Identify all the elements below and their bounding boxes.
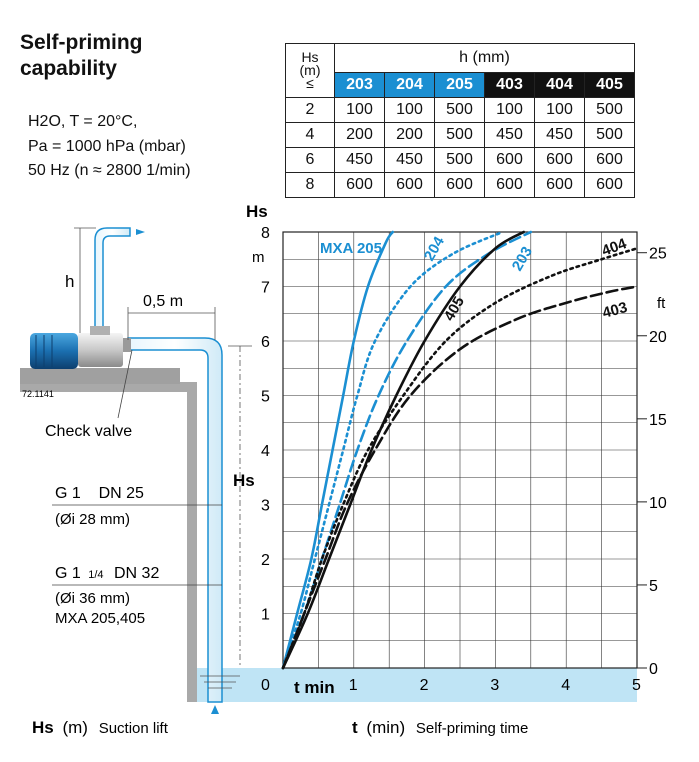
series-line-404 (281, 247, 639, 670)
discharge-arrow-icon (136, 229, 145, 235)
table-cell: 100 (334, 97, 385, 123)
pipe-spec-2: G 1 1/4 DN 32 (55, 565, 159, 582)
series-line-mxa-205 (281, 230, 395, 670)
series-label: 403 (601, 299, 630, 322)
condition-pressure: Pa = 1000 hPa (mbar) (28, 138, 186, 155)
pipe-spec-2-diameter: (Øi 36 mm) (55, 590, 130, 607)
drawing-code: 72.1141 (22, 389, 54, 399)
y-tick-label: 6 (261, 334, 270, 351)
table-cell: 200 (384, 122, 435, 148)
table-row: 6 450 450 500 600 600 600 (285, 147, 635, 173)
pump-icon (30, 326, 131, 369)
discharge-pipe (94, 227, 131, 336)
ft-tick-label: 5 (649, 578, 658, 595)
x-axis-label: t min (294, 678, 335, 697)
table-row: 2 100 100 500 100 100 500 (285, 97, 635, 123)
water-surface (197, 668, 637, 702)
x-tick-label: 0 (261, 677, 270, 694)
y-tick-label: 8 (261, 225, 270, 242)
y-tick-label: 3 (261, 498, 270, 515)
page-title: Self-priming capability (20, 30, 143, 82)
ft-tick-label: 20 (649, 329, 667, 346)
table-cell: 600 (534, 147, 585, 173)
condition-frequency: 50 Hz (n ≈ 2800 1/min) (28, 162, 191, 179)
table-cell: 600 (484, 147, 535, 173)
priming-table: Hs (m) ≤ h (mm) 203 204 205 403 404 405 … (285, 43, 635, 198)
table-row: 4 200 200 500 450 450 500 (285, 122, 635, 148)
ft-tick-label: 15 (649, 412, 667, 429)
pump-platform (20, 368, 180, 384)
h-label: h (65, 272, 74, 291)
table-cell: 100 (484, 97, 535, 123)
series-line-405 (281, 230, 526, 670)
table-cell: 600 (384, 172, 435, 198)
y-tick-label: 2 (261, 552, 270, 569)
series-label: MXA 205 (320, 240, 382, 257)
y-tick-label: 7 (261, 280, 270, 297)
model-404: 404 (534, 72, 585, 98)
x-tick-label: 4 (561, 677, 570, 694)
ft-tick-label: 0 (649, 661, 658, 678)
table-cell: 600 (584, 147, 635, 173)
model-204: 204 (384, 72, 435, 98)
check-valve-leader (117, 349, 133, 419)
ft-tick-label: 25 (649, 246, 667, 263)
suction-pipe (127, 337, 223, 703)
pipe-spec-2-models: MXA 205,405 (55, 610, 145, 627)
priming-time-caption: t (min) Self-priming time (352, 718, 528, 737)
distance-label: 0,5 m (143, 293, 183, 310)
table-cell: 100 (534, 97, 585, 123)
table-row: 8 600 600 600 600 600 600 (285, 172, 635, 198)
table-cell: 450 (534, 122, 585, 148)
series-line-203 (281, 230, 533, 670)
table-cell: 600 (334, 172, 385, 198)
table-cell: 500 (434, 97, 485, 123)
pipe-spec-1-diameter: (Øi 28 mm) (55, 511, 130, 528)
y-axis-unit: m (252, 249, 265, 266)
table-cell: 600 (484, 172, 535, 198)
chart-curves (281, 230, 639, 670)
table-cell: 600 (534, 172, 585, 198)
y-tick-label: 5 (261, 389, 270, 406)
row-hs: 4 (285, 122, 335, 148)
inlet-arrow-icon (211, 705, 219, 714)
check-valve-label: Check valve (45, 423, 132, 440)
y-tick-label: 1 (261, 607, 270, 624)
model-403: 403 (484, 72, 535, 98)
hs-diagram-label: Hs (233, 471, 255, 490)
table-h-header: h (mm) (334, 43, 635, 73)
secondary-axis-unit: ft (657, 295, 666, 312)
table-cell: 600 (584, 172, 635, 198)
pipe-spec-1: G 1 DN 25 (55, 485, 144, 502)
suction-lift-caption: Hs (m) Suction lift (32, 718, 169, 737)
x-tick-label: 2 (420, 677, 429, 694)
title-line-1: Self-priming (20, 31, 143, 54)
title-line-2: capability (20, 57, 117, 80)
x-tick-label: 3 (490, 677, 499, 694)
x-tick-label: 5 (632, 677, 641, 694)
table-hs-header: Hs (m) ≤ (285, 43, 335, 98)
model-205: 205 (434, 72, 485, 98)
condition-fluid: H2O, T = 20°C, (28, 113, 138, 130)
table-model-row: 203 204 205 403 404 405 (286, 72, 635, 98)
series-line-403 (281, 285, 639, 670)
y-tick-label: 4 (261, 443, 270, 460)
y-axis-label: Hs (246, 202, 268, 221)
series-line-204 (281, 230, 504, 670)
ft-tick-label: 10 (649, 495, 667, 512)
x-tick-label: 1 (349, 677, 358, 694)
